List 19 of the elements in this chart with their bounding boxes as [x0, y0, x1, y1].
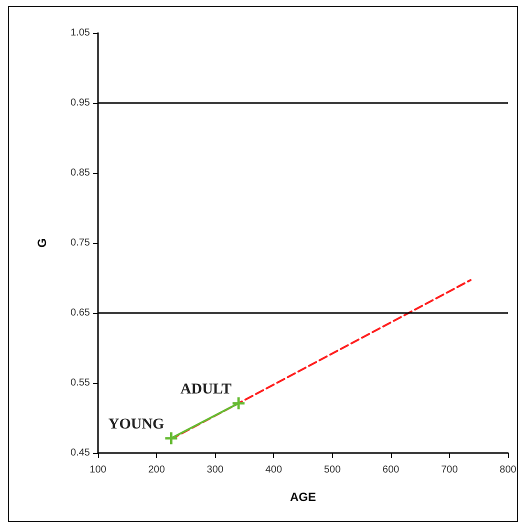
x-tick-label: 800: [500, 464, 517, 476]
x-tick-label: 100: [90, 464, 107, 476]
y-tick-label: 0.55: [70, 378, 90, 388]
x-axis-title: AGE: [290, 490, 316, 504]
annotation: YOUNG: [108, 416, 165, 432]
x-tick-label: 500: [324, 464, 342, 476]
x-tick-label: 200: [148, 464, 166, 476]
x-tick-label: 300: [206, 464, 224, 476]
annotation: ADULT: [180, 381, 232, 398]
x-tick-label: 600: [382, 464, 400, 476]
y-tick-label: 0.85: [70, 168, 90, 178]
y-tick-label: 0.95: [70, 98, 90, 108]
y-tick-label: 0.65: [70, 308, 90, 318]
y-tick-label: 0.45: [70, 448, 90, 458]
y-axis-title: G: [35, 238, 49, 248]
x-tick-label: 400: [265, 464, 282, 476]
y-tick-label: 0.75: [70, 238, 90, 248]
y-tick-label: 1.05: [70, 28, 90, 38]
x-tick-label: 700: [441, 464, 458, 476]
